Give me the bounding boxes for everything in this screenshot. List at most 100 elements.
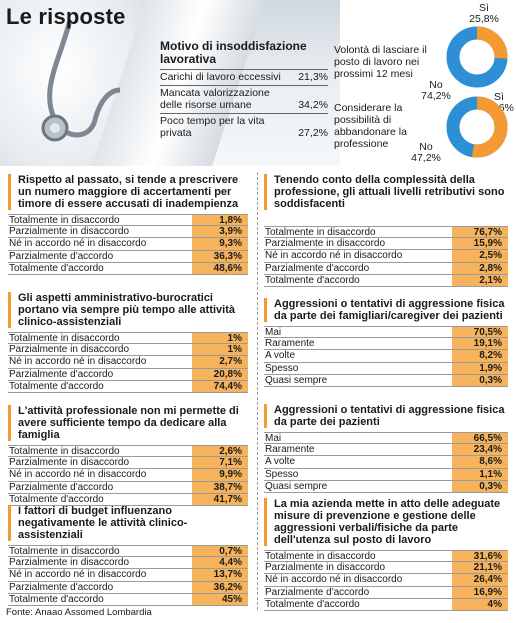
table-row: Parzialmente d'accordo 36,2% xyxy=(8,581,248,594)
table-row: Spesso 1,1% xyxy=(264,468,508,481)
row-label: Né in accordo né in disaccordo xyxy=(9,238,147,250)
row-label: Raramente xyxy=(265,444,315,456)
column-divider xyxy=(257,172,258,610)
response-table: Totalmente in disaccordo 1,8% Parzialmente… xyxy=(8,214,248,275)
row-label: Totalmente in disaccordo xyxy=(9,545,120,557)
table-row: Totalmente in disaccordo 0,7% xyxy=(8,545,248,558)
panel-prevenzione: La mia azienda mette in atto delle adegu… xyxy=(264,498,508,611)
table-row: Parzialmente in disaccordo 7,1% xyxy=(8,457,248,470)
row-value: 1,1% xyxy=(452,468,508,480)
row-label: Parzialmente d'accordo xyxy=(9,250,114,262)
row-label: A volte xyxy=(265,456,296,468)
row-value: 31,6% xyxy=(452,551,508,562)
row-value: 36,2% xyxy=(192,581,248,593)
row-label: Totalmente d'accordo xyxy=(9,493,104,505)
row-value: 2,8% xyxy=(452,262,508,274)
row-label: Né in accordo né in disaccordo xyxy=(265,574,403,586)
row-label: Parzialmente d'accordo xyxy=(265,586,370,598)
table-row: Raramente 23,4% xyxy=(264,444,508,457)
table-row: Né in accordo né in disaccordo 9,3% xyxy=(8,238,248,251)
row-value: 1% xyxy=(192,344,248,356)
row-value: 1% xyxy=(192,333,248,344)
doctor-illustration xyxy=(0,0,340,166)
panel-famiglia: L'attività professionale non mi permette… xyxy=(8,405,248,506)
response-table: Totalmente in disaccordo 2,6% Parzialmente… xyxy=(8,445,248,506)
row-label: Totalmente d'accordo xyxy=(265,598,360,610)
row-label: Parzialmente in disaccordo xyxy=(265,562,386,574)
row-label: Totalmente d'accordo xyxy=(265,274,360,286)
row-value: 4% xyxy=(452,598,508,610)
table-row: Parzialmente d'accordo 20,8% xyxy=(8,368,248,381)
row-label: Raramente xyxy=(265,338,315,350)
table-row: Parzialmente d'accordo 2,8% xyxy=(264,262,508,275)
table-row: Né in accordo né in disaccordo 26,4% xyxy=(264,574,508,587)
panel-accertamenti: Rispetto al passato, si tende a prescriv… xyxy=(8,174,248,275)
panel-aggressioni-famigliari: Aggressioni o tentativi di aggressione f… xyxy=(264,298,508,387)
row-label: Né in accordo né in disaccordo xyxy=(9,469,147,481)
table-row: Totalmente in disaccordo 1% xyxy=(8,332,248,345)
row-value: 8,6% xyxy=(452,456,508,468)
row-label: Totalmente in disaccordo xyxy=(9,332,120,344)
table-row: Totalmente in disaccordo 1,8% xyxy=(8,214,248,227)
row-value: 7,1% xyxy=(192,457,248,469)
row-label: Parzialmente in disaccordo xyxy=(9,226,130,238)
motivo-row: Poco tempo per la vita privata 27,2% xyxy=(160,113,328,139)
row-label: Quasi sempre xyxy=(265,480,328,492)
row-label: Parzialmente in disaccordo xyxy=(9,344,130,356)
table-row: A volte 8,2% xyxy=(264,350,508,363)
table-row: Mai 70,5% xyxy=(264,326,508,339)
row-value: 13,7% xyxy=(192,569,248,581)
no-value-label: No 47,2% xyxy=(411,141,441,164)
panel-aggressioni-pazienti: Aggressioni o tentativi di aggressione f… xyxy=(264,404,508,493)
table-row: Parzialmente in disaccordo 4,4% xyxy=(8,557,248,570)
row-label: Totalmente d'accordo xyxy=(9,262,104,274)
si-value-label: Sì 25,8% xyxy=(469,2,499,25)
row-value: 26,4% xyxy=(452,574,508,586)
row-value: 70,5% xyxy=(452,327,508,338)
row-label: Parzialmente in disaccordo xyxy=(265,238,386,250)
row-label: Parzialmente in disaccordo xyxy=(9,457,130,469)
table-row: Totalmente d'accordo 48,6% xyxy=(8,262,248,275)
row-value: 0,3% xyxy=(452,374,508,386)
row-label: A volte xyxy=(265,350,296,362)
row-value: 4,4% xyxy=(192,557,248,569)
row-value: 36,3% xyxy=(192,250,248,262)
row-label: Né in accordo né in disaccordo xyxy=(9,356,147,368)
table-row: Parzialmente in disaccordo 21,1% xyxy=(264,562,508,575)
header-infographic: Le risposte Motivo di insoddisfazione la… xyxy=(0,0,516,166)
table-row: A volte 8,6% xyxy=(264,456,508,469)
row-value: 38,7% xyxy=(192,481,248,493)
table-row: Totalmente d'accordo 2,1% xyxy=(264,274,508,287)
table-row: Né in accordo né in disaccordo 2,7% xyxy=(8,356,248,369)
table-row: Quasi sempre 0,3% xyxy=(264,374,508,387)
row-value: 2,6% xyxy=(192,446,248,457)
table-row: Mai 66,5% xyxy=(264,432,508,445)
row-label: Parzialmente d'accordo xyxy=(9,481,114,493)
row-label: Spesso xyxy=(265,468,299,480)
row-value: 66,5% xyxy=(452,433,508,444)
table-row: Parzialmente in disaccordo 1% xyxy=(8,344,248,357)
row-label: Totalmente in disaccordo xyxy=(9,214,120,226)
row-label: Totalmente in disaccordo xyxy=(9,445,120,457)
source-note: Fonte: Anaao Assomed Lombardia xyxy=(6,607,152,618)
row-label: Parzialmente d'accordo xyxy=(265,262,370,274)
row-label: Né in accordo né in disaccordo xyxy=(9,569,147,581)
response-table: Totalmente in disaccordo 76,7% Parzialment… xyxy=(264,226,508,287)
row-label: Totalmente in disaccordo xyxy=(265,550,376,562)
panel-budget: I fattori di budget influenzano negativa… xyxy=(8,505,248,606)
row-label: Quasi sempre xyxy=(265,374,328,386)
stethoscope-icon xyxy=(41,19,121,142)
table-row: Totalmente d'accordo 74,4% xyxy=(8,380,248,393)
panel-burocrazia: Gli aspetti amministrativo-burocratici p… xyxy=(8,292,248,393)
donut-chart xyxy=(446,26,508,88)
table-row: Raramente 19,1% xyxy=(264,338,508,351)
row-label: Parzialmente d'accordo xyxy=(9,368,114,380)
row-value: 21,1% xyxy=(452,562,508,574)
row-label: Mai xyxy=(265,432,282,444)
row-value: 9,3% xyxy=(192,238,248,250)
row-label: Parzialmente in disaccordo xyxy=(9,557,130,569)
panel-retribuzione: Tenendo conto della complessità della pr… xyxy=(264,174,508,287)
row-label: Totalmente d'accordo xyxy=(9,593,104,605)
row-value: 0,7% xyxy=(192,546,248,557)
table-row: Totalmente in disaccordo 31,6% xyxy=(264,550,508,563)
